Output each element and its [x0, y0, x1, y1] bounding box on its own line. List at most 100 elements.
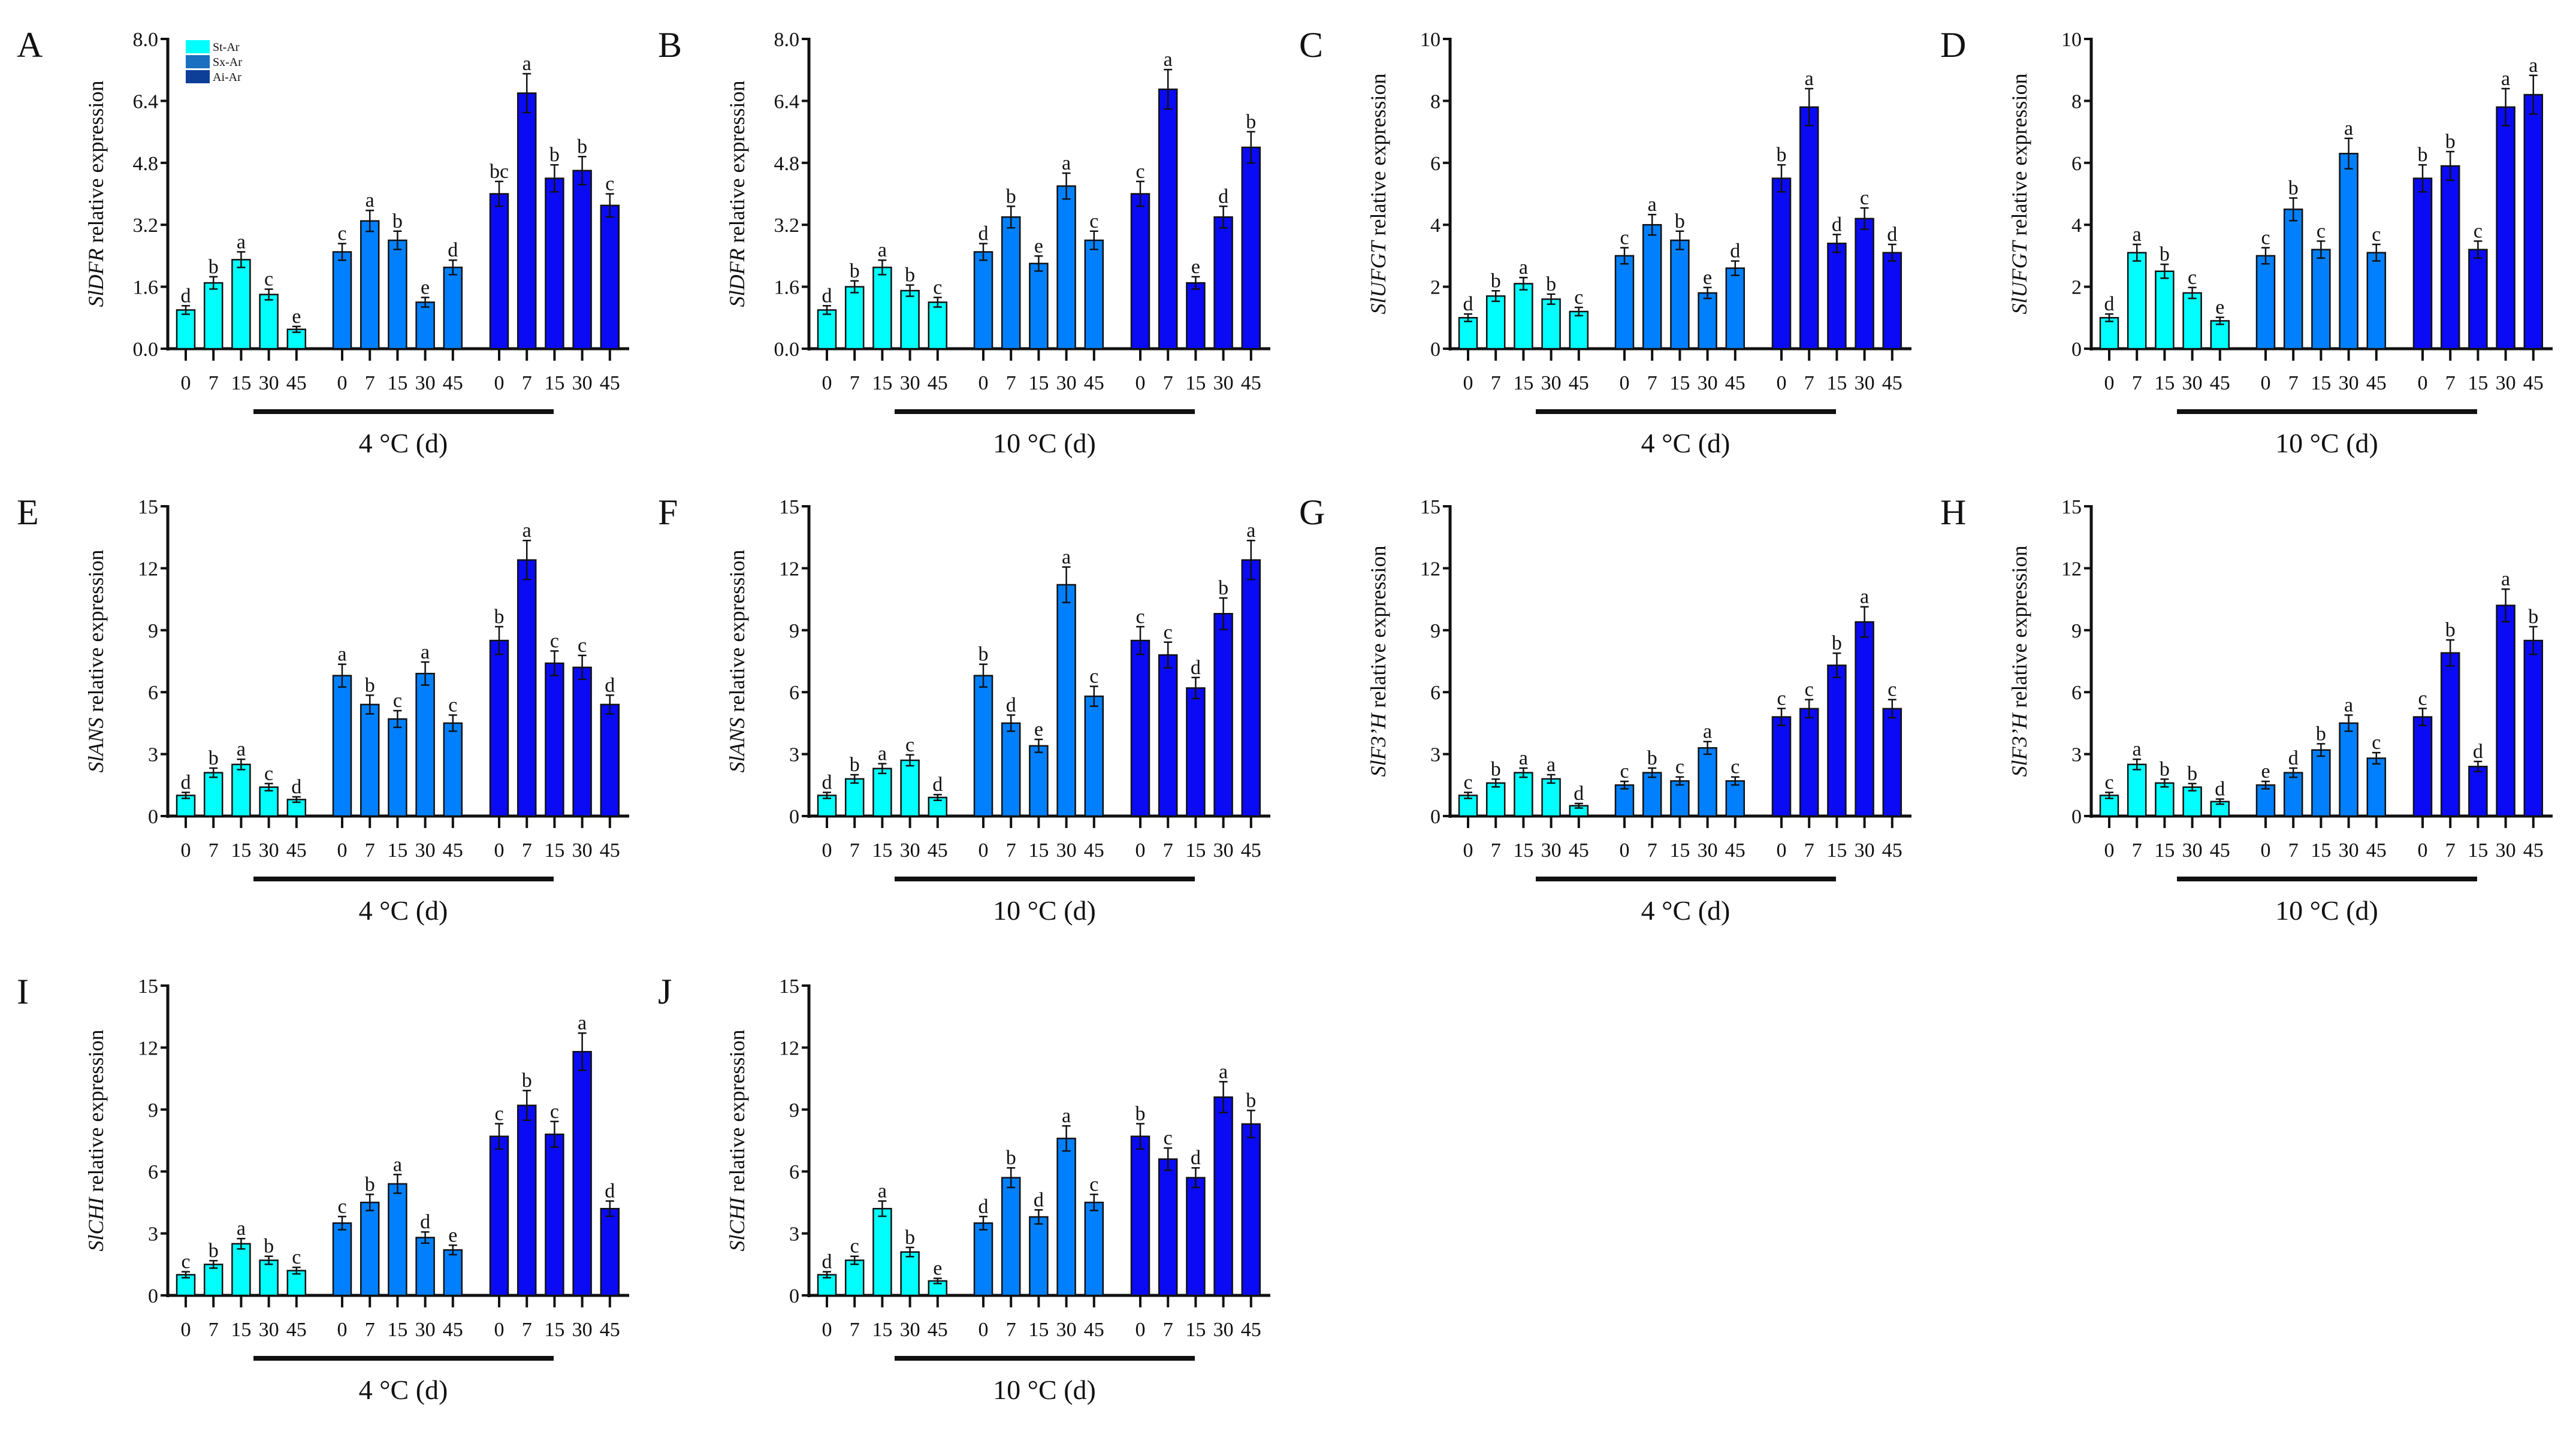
x-tick-label: 30: [1698, 372, 1718, 394]
significance-letter: c: [1463, 772, 1472, 794]
bar-ai-ar-45: [1882, 252, 1902, 350]
bar-ai-ar-30: [1213, 1096, 1233, 1297]
x-tick-label: 30: [1213, 839, 1234, 862]
significance-letter: b: [850, 754, 860, 776]
bar-sx-ar-15: [388, 239, 407, 350]
bar-st-ar-45: [928, 301, 948, 350]
y-axis-label: SlUFGT relative expression: [1366, 74, 1390, 315]
significance-letter: a: [1246, 519, 1255, 542]
y-axis-label-suffix: relative expression: [1366, 74, 1390, 241]
y-axis-label-suffix: relative expression: [84, 1030, 108, 1198]
bar-sx-ar-30: [1698, 292, 1717, 350]
bar-sx-ar-7: [1642, 772, 1662, 817]
panel-i: I 0 3 6 9 12 15 SlCHI relative expression c 0 b 7 a 1…: [17, 972, 629, 1405]
y-tick-label: 0: [789, 806, 799, 828]
significance-letter: b: [2288, 177, 2299, 199]
temperature-label: 4 °C (d): [359, 428, 448, 458]
panel-e: E 0 3 6 9 12 15 SlANS relative expression d 0 b 7 a 1…: [17, 493, 629, 926]
bar-ai-ar-30: [572, 170, 592, 350]
x-tick-label: 0: [979, 839, 989, 862]
bar-sx-ar-0: [973, 1222, 993, 1297]
x-tick-label: 15: [231, 839, 251, 862]
bar-sx-ar-45: [2366, 757, 2387, 817]
y-tick-label: 6: [2071, 682, 2082, 704]
bar-sx-ar-15: [1029, 1216, 1049, 1297]
x-tick-label: 45: [600, 839, 620, 862]
bar-sx-ar-45: [1725, 267, 1745, 350]
bar-st-ar-7: [1485, 295, 1506, 350]
bar-sx-ar-15: [1029, 745, 1049, 817]
bar-sx-ar-7: [2283, 209, 2303, 350]
temperature-label: 10 °C (d): [993, 1374, 1096, 1405]
y-tick-label: 6.4: [774, 90, 800, 113]
x-tick-label: 0: [494, 839, 505, 862]
panel-f: F 0 3 6 9 12 15 SlANS relative expression d 0 b 7 a 1…: [658, 493, 1270, 926]
significance-letter: c: [292, 1246, 301, 1268]
y-axis-label-suffix: relative expression: [84, 550, 108, 718]
bar-ai-ar-30: [1213, 216, 1233, 350]
y-tick-label: 6: [1430, 153, 1440, 175]
bar-ai-ar-7: [517, 559, 537, 817]
y-tick-label: 3: [148, 744, 158, 766]
y-tick-label: 1.6: [133, 277, 159, 299]
x-tick-label: 0: [979, 1319, 989, 1341]
bar-ai-ar-45: [1882, 708, 1902, 817]
x-tick-label: 30: [572, 839, 593, 862]
panel-b: B 0.0 1.6 3.2 4.8 6.4 8.0 SlDFR relative expres…: [658, 25, 1270, 458]
bar-ai-ar-0: [489, 639, 509, 817]
panel-j: J 0 3 6 9 12 15 SlCHI relative expression d 0 c 7 a 1…: [658, 972, 1270, 1405]
x-tick-label: 45: [1084, 839, 1104, 862]
significance-letter: e: [292, 306, 301, 328]
x-tick-label: 15: [2311, 372, 2331, 394]
x-tick-label: 15: [1028, 1319, 1049, 1341]
bar-st-ar-45: [1569, 310, 1589, 350]
x-tick-label: 0: [1463, 372, 1473, 394]
significance-letter: a: [421, 641, 430, 663]
bar-sx-ar-30: [1056, 584, 1076, 817]
x-tick-label: 7: [1804, 372, 1814, 394]
panel-letter: B: [658, 25, 682, 65]
significance-letter: e: [933, 1258, 942, 1280]
bar-st-ar-0: [2099, 317, 2119, 350]
significance-letter: b: [577, 135, 587, 158]
x-tick-label: 7: [1491, 839, 1501, 862]
significance-letter: d: [1191, 657, 1201, 679]
panel-letter: J: [658, 972, 672, 1011]
x-tick-label: 15: [1185, 372, 1206, 394]
y-tick-label: 4.8: [133, 153, 159, 175]
significance-letter: a: [1547, 754, 1556, 776]
significance-letter: d: [1191, 1147, 1201, 1169]
y-tick-label: 12: [779, 558, 799, 580]
x-tick-label: 45: [443, 839, 463, 862]
significance-letter: b: [850, 260, 860, 282]
bar-ai-ar-45: [2523, 93, 2544, 350]
y-axis-label-suffix: relative expression: [84, 81, 108, 249]
temperature-label: 4 °C (d): [1641, 428, 1731, 458]
x-tick-label: 7: [522, 372, 532, 394]
significance-letter: d: [822, 285, 832, 307]
x-tick-label: 45: [286, 1319, 307, 1341]
bar-st-ar-15: [872, 267, 892, 350]
bar-st-ar-0: [817, 309, 837, 350]
bar-sx-ar-15: [388, 1183, 407, 1297]
x-tick-label: 7: [1006, 1319, 1016, 1341]
y-tick-label: 1.6: [774, 277, 800, 299]
bar-ai-ar-0: [1771, 716, 1792, 817]
y-tick-label: 9: [148, 1099, 158, 1122]
y-axis-label: SlCHI relative expression: [84, 1030, 108, 1252]
bar-sx-ar-0: [2255, 784, 2276, 817]
bar-st-ar-30: [1541, 298, 1561, 350]
significance-letter: b: [1832, 632, 1842, 654]
bar-ai-ar-45: [600, 204, 620, 350]
significance-letter: c: [1620, 760, 1629, 783]
x-tick-label: 15: [1185, 839, 1206, 862]
significance-letter: c: [933, 276, 942, 298]
x-tick-label: 45: [928, 1319, 948, 1341]
x-tick-label: 45: [600, 372, 620, 394]
x-tick-label: 15: [2468, 372, 2488, 394]
significance-letter: a: [393, 1153, 402, 1176]
x-tick-label: 45: [2523, 372, 2544, 394]
x-tick-label: 0: [494, 1319, 505, 1341]
significance-letter: d: [181, 772, 191, 794]
x-tick-label: 7: [365, 839, 375, 862]
